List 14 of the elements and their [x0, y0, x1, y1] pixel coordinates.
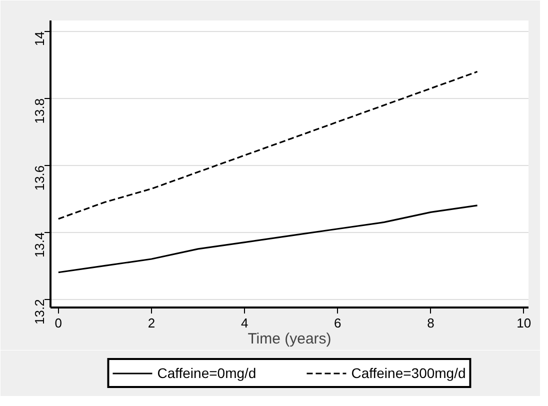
y-tick-label: 13.2	[32, 299, 47, 324]
x-tick-label: 10	[516, 316, 532, 330]
x-axis-title: Time (years)	[248, 330, 332, 348]
y-tick-label: 14	[32, 32, 47, 46]
x-tick-label: 6	[334, 316, 342, 330]
x-tick-label: 4	[240, 316, 248, 330]
y-tick-label: 13.6	[32, 165, 47, 191]
y-tick-label: 13.4	[32, 232, 47, 258]
legend-label: Caffeine=0mg/d	[157, 365, 256, 381]
legend-label: Caffeine=300mg/d	[351, 365, 466, 381]
x-tick-label: 0	[54, 316, 62, 330]
x-tick-label: 2	[148, 316, 156, 330]
x-tick-label: 8	[427, 316, 434, 330]
y-tick-label: 13.8	[32, 98, 47, 124]
